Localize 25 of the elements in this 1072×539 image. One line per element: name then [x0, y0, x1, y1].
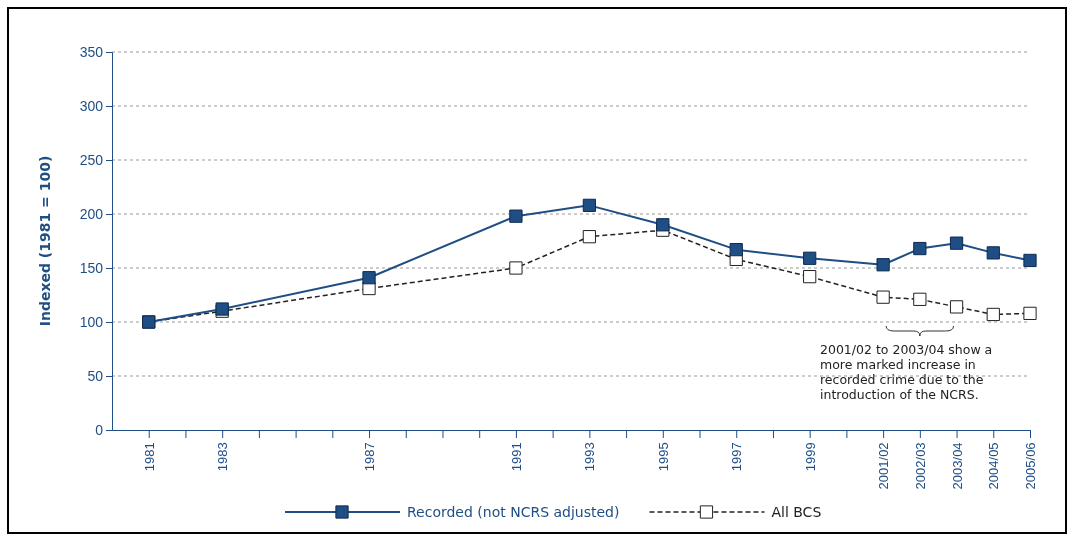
x-tick-label: 1987 [362, 442, 378, 472]
text: Recorded (not NCRS adjusted) [407, 504, 620, 520]
x-tick-label: 1995 [655, 442, 671, 472]
text: All BCS [771, 504, 822, 520]
x-tick-label: 1993 [582, 442, 598, 472]
y-tick-label: 200 [79, 205, 104, 222]
x-tick-label: 1991 [508, 442, 524, 472]
x-tick-label: 1999 [802, 442, 818, 472]
x-tick-label: 1981 [141, 442, 157, 472]
y-axis-title: Indexed (1981 = 100) [37, 155, 53, 327]
x-tick-label: 2003/04 [949, 442, 965, 490]
x-tick-label: 2002/03 [912, 442, 928, 490]
y-tick-label: 0 [95, 421, 104, 438]
y-tick-label: 50 [87, 367, 104, 384]
y-tick-label: 300 [79, 97, 104, 114]
x-tick-label: 2001/02 [876, 442, 892, 490]
annotation: 2001/02 to 2003/04 show a more marked increase in recorded crime due to the introduction of the NCRS. [820, 342, 993, 402]
x-tick-label: 1997 [729, 442, 745, 472]
y-tick-label: 150 [79, 259, 104, 276]
x-tick-label: 2004/05 [986, 442, 1002, 490]
y-tick-label: 250 [79, 151, 104, 168]
x-tick-label: 1983 [215, 442, 231, 472]
y-tick-label: 350 [79, 43, 104, 60]
y-tick-label: 100 [79, 313, 104, 330]
x-tick-label: 2005/06 [1023, 442, 1039, 490]
